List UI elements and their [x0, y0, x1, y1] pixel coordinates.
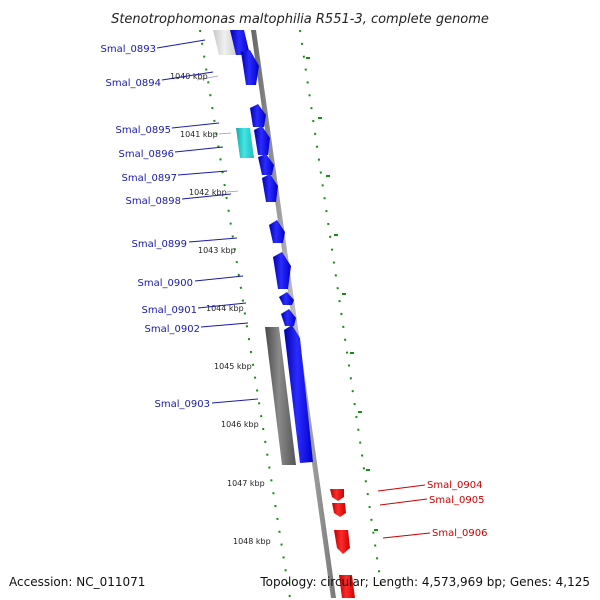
gene-block-0906	[334, 530, 350, 554]
gene-label-smal-0899: Smal_0899	[132, 239, 187, 250]
gene-block-0903	[284, 325, 313, 463]
reverse-leader-lines	[377, 484, 431, 539]
genome-title: Stenotrophomonas maltophilia R551-3, com…	[111, 12, 489, 27]
gene-block-0898	[262, 174, 278, 202]
gene-label-smal-0898: Smal_0898	[126, 196, 181, 207]
gene-block-0896	[236, 128, 254, 158]
gene-block-0894	[241, 50, 259, 85]
gene-label-smal-0904: Smal_0904	[427, 480, 482, 491]
gene-label-smal-0893: Smal_0893	[101, 44, 156, 55]
gene-block-0902	[281, 309, 296, 326]
accession-text: Accession: NC_011071	[9, 575, 145, 589]
kbp-scale: 1040 kbp 1041 kbp 1042 kbp 1043 kbp 1044…	[170, 72, 271, 546]
kbp-1042: 1042 kbp	[189, 188, 227, 197]
gene-label-smal-0903: Smal_0903	[155, 399, 210, 410]
gene-label-smal-0906: Smal_0906	[432, 528, 487, 539]
gene-label-smal-0901: Smal_0901	[142, 305, 197, 316]
gene-label-smal-0897: Smal_0897	[122, 173, 177, 184]
gene-labels: Smal_0893 Smal_0894 Smal_0895 Smal_0896 …	[101, 44, 488, 539]
gene-block-0895a	[250, 104, 266, 127]
kbp-1048: 1048 kbp	[233, 537, 271, 546]
gene-block-light	[213, 30, 236, 55]
inner-tick-ring	[199, 29, 291, 599]
forward-leader-lines	[156, 39, 259, 404]
gene-block-0895b	[254, 126, 270, 155]
kbp-1045: 1045 kbp	[214, 362, 252, 371]
gene-block-0907	[339, 575, 355, 598]
topology-text: Topology: circular; Length: 4,573,969 bp…	[259, 575, 590, 589]
gene-block-0900	[273, 252, 291, 289]
kbp-1046: 1046 kbp	[221, 420, 259, 429]
kbp-1041: 1041 kbp	[180, 130, 218, 139]
gene-block-0905	[332, 503, 346, 517]
gene-block-0893	[230, 30, 250, 55]
gene-block-gray	[265, 327, 296, 465]
gene-block-0901	[279, 292, 294, 305]
gene-label-smal-0905: Smal_0905	[429, 495, 484, 506]
gene-label-smal-0894: Smal_0894	[106, 78, 161, 89]
kbp-1044: 1044 kbp	[206, 304, 244, 313]
gene-label-smal-0900: Smal_0900	[138, 278, 193, 289]
gene-block-0899	[269, 220, 285, 243]
gene-block-0904	[330, 489, 344, 501]
kbp-1040: 1040 kbp	[170, 72, 208, 81]
gene-label-smal-0902: Smal_0902	[145, 324, 200, 335]
kbp-1043: 1043 kbp	[198, 246, 236, 255]
gene-label-smal-0895: Smal_0895	[116, 125, 171, 136]
gene-label-smal-0896: Smal_0896	[119, 149, 174, 160]
gene-block-0897	[258, 154, 274, 175]
outer-major-ticks	[306, 57, 378, 531]
kbp-1047: 1047 kbp	[227, 479, 265, 488]
